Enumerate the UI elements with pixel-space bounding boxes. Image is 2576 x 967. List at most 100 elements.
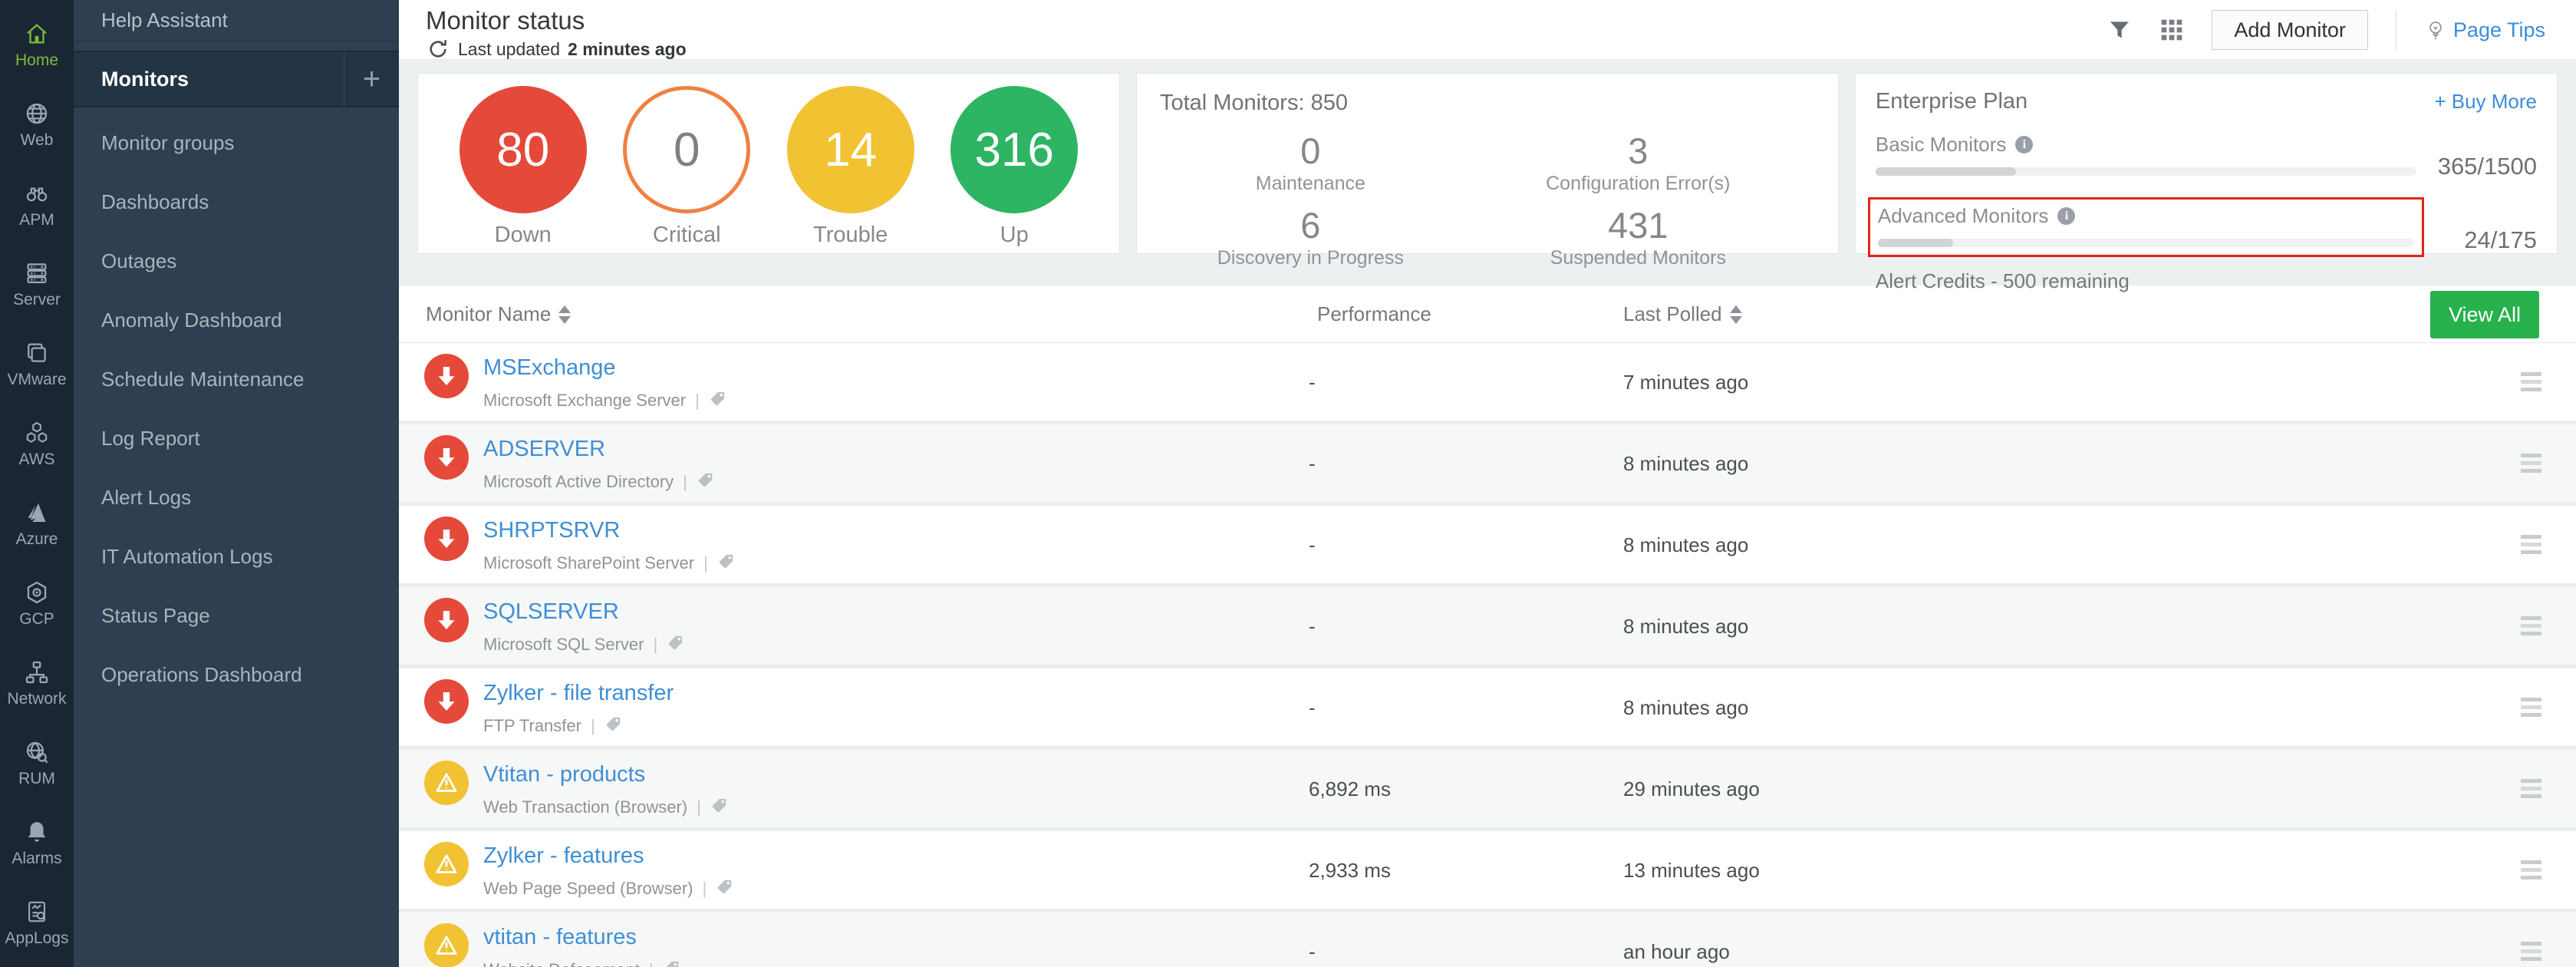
rail-item-home[interactable]: Home — [0, 6, 74, 83]
sidebar-item-monitors-selected: Monitors + — [74, 51, 399, 107]
sidebar-item-monitors[interactable]: Monitors — [101, 67, 189, 91]
tag-icon[interactable] — [697, 470, 714, 493]
monitor-row: MSExchange Microsoft Exchange Server | - 7 m… — [399, 343, 2576, 424]
sidebar-item-outages[interactable]: Outages — [101, 249, 177, 272]
sort-last-polled[interactable] — [1729, 305, 1742, 324]
tag-icon[interactable] — [604, 715, 622, 737]
monitor-name-link[interactable]: vtitan - features — [483, 925, 637, 949]
view-all-button[interactable]: View All — [2429, 291, 2539, 338]
performance-value: - — [1309, 452, 1316, 475]
monitor-name-link[interactable]: SQLSERVER — [483, 599, 619, 624]
total-monitors-panel: Total Monitors: 850 0 Maintenance 3 Configu… — [1135, 73, 1839, 269]
rail-item-vmware[interactable]: VMware — [0, 325, 74, 402]
down-arrow-icon — [424, 354, 469, 398]
type-separator: | — [649, 960, 654, 967]
filter-icon[interactable] — [2107, 18, 2132, 42]
row-actions-menu-icon[interactable] — [2521, 372, 2541, 391]
rail-item-network[interactable]: Network — [0, 645, 74, 721]
tag-icon[interactable] — [663, 959, 680, 967]
last-polled-header-label: Last Polled — [1623, 302, 1722, 325]
alarms-icon — [24, 819, 50, 845]
monitor-name-link[interactable]: MSExchange — [483, 355, 616, 380]
stat-value: 6 — [1300, 205, 1321, 246]
add-monitor-plus-button[interactable]: + — [344, 52, 399, 106]
status-circle-down[interactable]: 80 Down — [459, 86, 587, 248]
row-actions-menu-icon[interactable] — [2521, 454, 2541, 473]
row-actions-menu-icon[interactable] — [2521, 860, 2541, 880]
plan-row-basic-monitors: Basic Monitors i 365/1500 — [1875, 128, 2538, 183]
monitor-name-header-label: Monitor Name — [426, 302, 552, 325]
usage-progress-bar — [1877, 239, 2414, 247]
monitor-name-link[interactable]: Zylker - features — [483, 843, 644, 868]
stat-value: 431 — [1608, 205, 1668, 246]
status-label: Trouble — [813, 223, 888, 247]
rail-item-web[interactable]: Web — [0, 86, 74, 163]
last-polled-value: an hour ago — [1623, 940, 1730, 963]
refresh-icon[interactable] — [426, 37, 450, 61]
rail-item-server[interactable]: Server — [0, 246, 74, 322]
monitor-type-label: Web Page Speed (Browser) — [483, 878, 693, 898]
status-count: 14 — [786, 86, 914, 213]
sidebar-item-monitor-groups[interactable]: Monitor groups — [101, 131, 235, 154]
monitor-name-link[interactable]: SHRPTSRVR — [483, 518, 621, 543]
row-actions-menu-icon[interactable] — [2521, 616, 2541, 635]
tag-icon[interactable] — [716, 877, 733, 899]
rail-item-reports[interactable]: Reports — [0, 964, 74, 967]
sort-monitor-name[interactable] — [558, 305, 572, 324]
row-actions-menu-icon[interactable] — [2521, 779, 2541, 798]
info-icon[interactable]: i — [2057, 207, 2076, 225]
row-actions-menu-icon[interactable] — [2521, 942, 2541, 961]
last-polled-value: 29 minutes ago — [1623, 777, 1760, 800]
performance-value: - — [1309, 940, 1316, 963]
row-actions-menu-icon[interactable] — [2521, 535, 2541, 554]
plan-usage-value: 24/175 — [2464, 226, 2538, 253]
down-arrow-icon — [424, 679, 469, 724]
sidebar-item-it-automation-logs[interactable]: IT Automation Logs — [101, 545, 273, 568]
monitor-row: Vtitan - products Web Transaction (Browse… — [399, 750, 2576, 831]
monitor-type-label: Microsoft SQL Server — [483, 634, 644, 654]
sidebar-item-operations-dashboard[interactable]: Operations Dashboard — [101, 663, 302, 686]
page-header: Monitor status Last updated 2 minutes ag… — [399, 0, 2576, 60]
apps-grid-icon[interactable] — [2159, 18, 2184, 42]
type-separator: | — [702, 878, 707, 898]
status-circle-trouble[interactable]: 14 Trouble — [786, 86, 914, 248]
rail-item-applogs[interactable]: AppLogs — [0, 884, 74, 961]
rum-icon — [24, 739, 50, 765]
tag-icon[interactable] — [709, 389, 726, 411]
rail-item-rum[interactable]: RUM — [0, 724, 74, 801]
sidebar-item-log-report[interactable]: Log Report — [101, 427, 200, 450]
rail-item-alarms[interactable]: Alarms — [0, 804, 74, 881]
status-circle-up[interactable]: 316 Up — [950, 86, 1079, 248]
aws-icon — [24, 420, 50, 446]
tag-icon[interactable] — [717, 552, 735, 574]
monitor-name-link[interactable]: Vtitan - products — [483, 762, 646, 787]
page-tips-label: Page Tips — [2452, 18, 2545, 41]
secondary-sidebar: Help Assistant Monitors + Monitor groups… — [74, 0, 399, 967]
status-circle-critical[interactable]: 0 Critical — [623, 86, 751, 248]
sidebar-item-alert-logs[interactable]: Alert Logs — [101, 486, 192, 509]
buy-more-link[interactable]: + Buy More — [2434, 90, 2538, 113]
tag-icon[interactable] — [667, 633, 684, 655]
rail-item-apm[interactable]: APM — [0, 166, 74, 243]
tag-icon[interactable] — [710, 796, 728, 818]
monitor-name-link[interactable]: Zylker - file transfer — [483, 681, 674, 705]
rail-item-label: AWS — [18, 450, 55, 468]
sidebar-item-dashboards[interactable]: Dashboards — [101, 190, 209, 213]
plan-usage-value: 365/1500 — [2437, 153, 2538, 180]
row-actions-menu-icon[interactable] — [2521, 698, 2541, 717]
monitor-name-link[interactable]: ADSERVER — [483, 437, 606, 461]
page-tips-link[interactable]: Page Tips — [2424, 18, 2545, 42]
status-count: 316 — [950, 86, 1079, 213]
info-icon[interactable]: i — [2015, 136, 2034, 153]
sidebar-item-anomaly-dashboard[interactable]: Anomaly Dashboard — [101, 309, 282, 332]
monitor-type-line: Microsoft SharePoint Server | — [483, 552, 735, 574]
sidebar-item-help-assistant[interactable]: Help Assistant — [74, 0, 399, 41]
stat-value: 0 — [1300, 130, 1321, 171]
performance-header-label: Performance — [1317, 302, 1431, 325]
sidebar-item-schedule-maintenance[interactable]: Schedule Maintenance — [101, 368, 305, 391]
rail-item-gcp[interactable]: GCP — [0, 565, 74, 642]
add-monitor-button[interactable]: Add Monitor — [2212, 10, 2368, 50]
sidebar-item-status-page[interactable]: Status Page — [101, 604, 210, 627]
rail-item-aws[interactable]: AWS — [0, 405, 74, 482]
rail-item-azure[interactable]: Azure — [0, 485, 74, 562]
